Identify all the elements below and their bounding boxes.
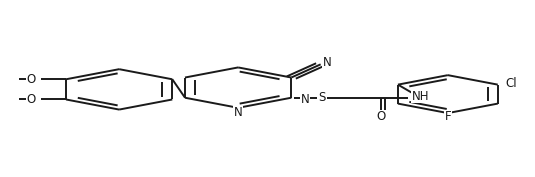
Text: F: F bbox=[445, 110, 451, 123]
Text: O: O bbox=[26, 73, 36, 86]
Text: Cl: Cl bbox=[505, 77, 517, 90]
Text: N: N bbox=[234, 106, 242, 119]
Text: O: O bbox=[376, 110, 386, 123]
Text: O: O bbox=[26, 93, 36, 106]
Text: S: S bbox=[318, 91, 326, 104]
Text: N: N bbox=[301, 93, 310, 106]
Text: N: N bbox=[323, 56, 331, 69]
Text: NH: NH bbox=[412, 90, 430, 103]
